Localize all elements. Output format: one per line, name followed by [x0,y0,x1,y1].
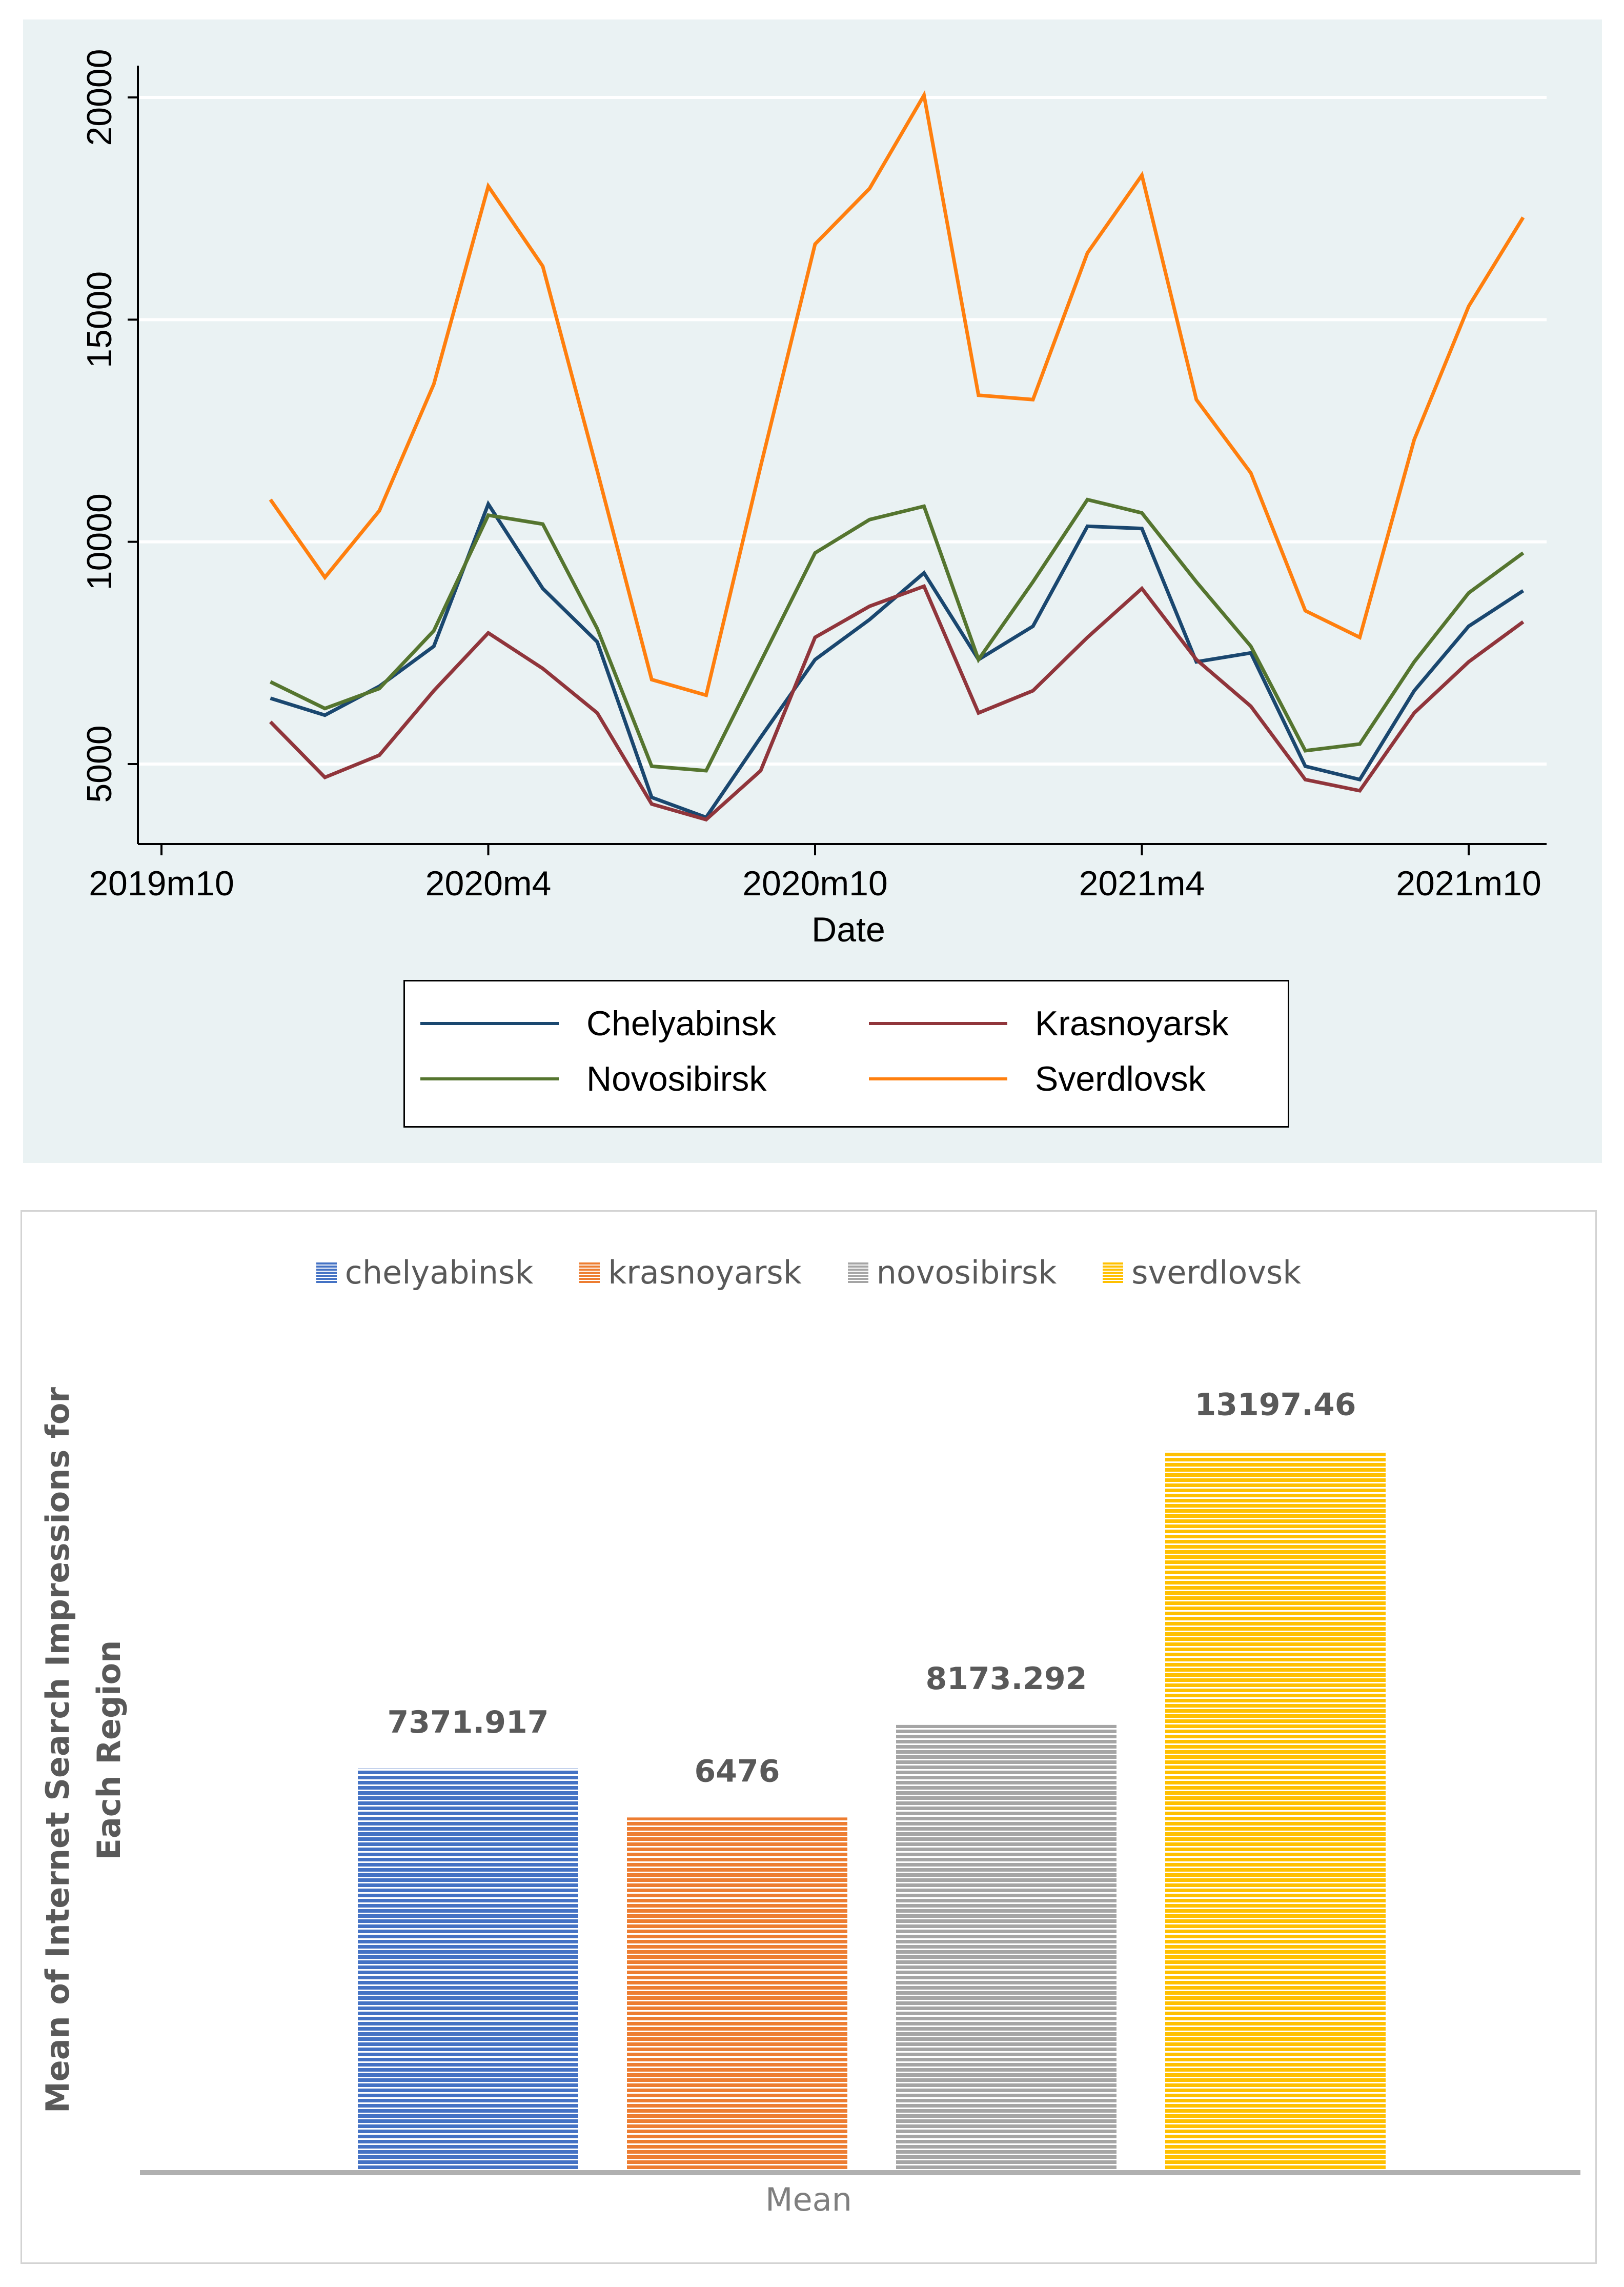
x-axis-label: Date [811,910,885,949]
legend-label: Krasnoyarsk [1035,1004,1229,1043]
bar-value-label: 8173.292 [925,1661,1087,1697]
bar-novosibirsk [896,1724,1116,2171]
line-chart-panel: 5000 10000 15000 20000 2019m10 2020m4 2020m10 2… [23,19,1602,1163]
legend-swatch [420,1022,559,1025]
y-tick-label: 10000 [80,493,119,590]
bar-legend-item-krasnoyarsk: krasnoyarsk [579,1254,802,1291]
bar-legend-label: krasnoyarsk [608,1254,802,1291]
legend-swatch [869,1077,1007,1080]
bar-chart: 7371.917 6476 8173.292 13197.46 [140,1387,1580,2175]
legend-item-sverdlovsk: Sverdlovsk [869,1051,1206,1107]
bar-x-axis-label: Mean [765,2181,852,2218]
legend-label: Chelyabinsk [586,1004,777,1043]
bar-legend-item-novosibirsk: novosibirsk [847,1254,1057,1291]
bar-legend-item-chelyabinsk: chelyabinsk [316,1254,534,1291]
legend-swatch [869,1022,1007,1025]
bar-value-label: 7371.917 [387,1704,549,1740]
series-line-novosibirsk [269,497,1525,773]
bar-legend-label: novosibirsk [876,1254,1057,1291]
bar-chart-legend: chelyabinsk krasnoyarsk novosibirsk sver… [22,1254,1595,1291]
bar-legend-swatch [847,1262,868,1283]
bar-legend-item-sverdlovsk: sverdlovsk [1103,1254,1301,1291]
y-tick-label: 15000 [80,271,119,368]
series-line-sverdlovsk [269,90,1525,698]
series-line-krasnoyarsk [269,584,1525,822]
bar-value-label: 13197.46 [1194,1387,1356,1423]
y-tick-label: 5000 [80,725,119,803]
bar-legend-label: chelyabinsk [344,1254,534,1291]
line-chart: 5000 10000 15000 20000 2019m10 2020m4 2020m10 2… [80,49,1547,949]
bar-chelyabinsk [358,1769,578,2171]
legend-label: Novosibirsk [586,1059,767,1098]
bar-legend-swatch [579,1262,600,1283]
x-tick-label: 2020m4 [425,864,552,903]
bar-legend-swatch [316,1262,337,1283]
legend-item-novosibirsk: Novosibirsk [420,1051,766,1107]
y-tick-label: 20000 [80,49,119,146]
x-tick-label: 2019m10 [89,864,234,903]
line-chart-legend: Chelyabinsk Krasnoyarsk Novosibirsk Sver… [403,980,1289,1128]
legend-swatch [420,1077,559,1080]
x-tick-label: 2020m10 [742,864,888,903]
x-tick-label: 2021m4 [1079,864,1205,903]
x-tick-label: 2021m10 [1396,864,1541,903]
bar-sverdlovsk [1165,1451,1386,2171]
bar-chart-panel: chelyabinsk krasnoyarsk novosibirsk sver… [21,1210,1597,2264]
bar-y-axis-label: Mean of Internet Search Impressions for … [39,1387,128,2114]
legend-label: Sverdlovsk [1035,1059,1206,1098]
bar-legend-label: sverdlovsk [1131,1254,1302,1291]
legend-item-krasnoyarsk: Krasnoyarsk [869,996,1229,1051]
bar-legend-swatch [1103,1262,1124,1283]
series-line-chelyabinsk [270,500,1525,820]
bar-value-label: 6476 [695,1753,780,1789]
bar-krasnoyarsk [627,1817,847,2171]
legend-item-chelyabinsk: Chelyabinsk [420,996,776,1051]
